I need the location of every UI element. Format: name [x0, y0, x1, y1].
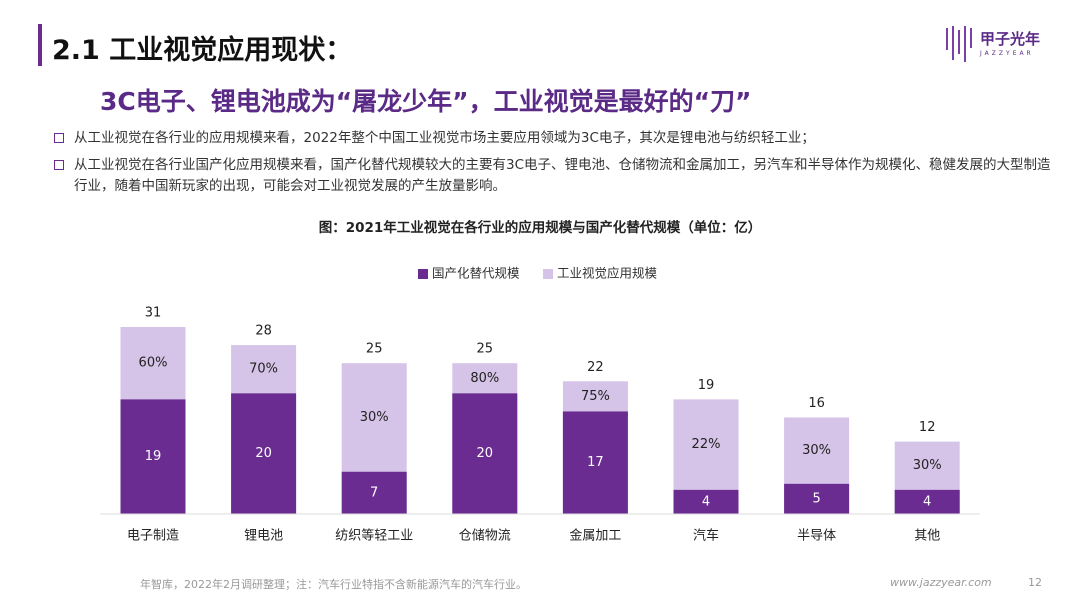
ratio-label: 22% — [692, 437, 721, 452]
domestic-label: 19 — [145, 449, 162, 464]
total-label: 22 — [587, 360, 604, 375]
bar-domestic — [452, 393, 518, 514]
bar-domestic — [120, 399, 186, 514]
total-label: 31 — [145, 306, 162, 321]
bar-domestic — [894, 489, 960, 514]
bar-domestic — [673, 489, 739, 514]
ratio-label: 80% — [470, 371, 499, 386]
logo-icon — [946, 26, 972, 62]
x-tick-label: 汽车 — [693, 528, 719, 544]
source-note: 年智库，2022年2月调研整理；注：汽车行业特指不含新能源汽车的汽车行业。 — [140, 578, 527, 591]
legend-swatch — [418, 269, 428, 279]
ratio-label: 30% — [913, 458, 942, 473]
total-label: 25 — [477, 342, 494, 357]
x-tick-label: 半导体 — [797, 529, 836, 544]
bar-domestic — [341, 471, 407, 514]
domestic-label: 7 — [370, 485, 378, 500]
x-tick-label: 其他 — [914, 529, 940, 544]
ratio-label: 60% — [139, 356, 168, 371]
x-tick-label: 纺织等轻工业 — [335, 528, 413, 544]
bullet: 从工业视觉在各行业的应用规模来看，2022年整个中国工业视觉市场主要应用领域为3… — [52, 128, 1052, 149]
bullet: 从工业视觉在各行业国产化应用规模来看，国产化替代规模较大的主要有3C电子、锂电池… — [52, 155, 1052, 197]
domestic-label: 17 — [587, 455, 604, 470]
domestic-label: 4 — [702, 494, 710, 509]
x-tick-label: 金属加工 — [569, 528, 621, 544]
title-bar — [38, 24, 42, 66]
slide-title: 2.1 工业视觉应用现状： — [52, 35, 353, 66]
page-number: 12 — [1028, 576, 1042, 589]
chart-title: 图：2021年工业视觉在各行业的应用规模与国产化替代规模（单位：亿） — [319, 219, 762, 236]
x-tick-label: 锂电池 — [244, 529, 283, 544]
legend-swatch — [543, 269, 553, 279]
ratio-label: 70% — [249, 362, 278, 377]
domestic-label: 4 — [923, 494, 931, 509]
chart: 图：2021年工业视觉在各行业的应用规模与国产化替代规模（单位：亿） 国产化替代… — [100, 219, 980, 544]
total-label: 28 — [255, 324, 272, 339]
url: www.jazzyear.com — [890, 576, 992, 589]
ratio-label: 75% — [581, 389, 610, 404]
domestic-label: 5 — [812, 491, 820, 506]
domestic-label: 20 — [477, 446, 494, 461]
legend-label: 工业视觉应用规模 — [557, 266, 658, 281]
total-label: 25 — [366, 342, 383, 357]
subtitle: 3C电子、锂电池成为“屠龙少年”，工业视觉是最好的“刀” — [100, 87, 752, 116]
legend-label: 国产化替代规模 — [432, 266, 520, 281]
bar-domestic — [784, 483, 850, 514]
total-label: 19 — [698, 378, 715, 393]
ratio-label: 30% — [802, 443, 831, 458]
bar-domestic — [562, 411, 628, 514]
bar-domestic — [231, 393, 297, 514]
ratio-label: 30% — [360, 410, 389, 425]
total-label: 16 — [808, 396, 825, 411]
logo-text: 甲子光年 — [980, 30, 1041, 48]
total-label: 12 — [919, 420, 936, 435]
domestic-label: 20 — [255, 446, 272, 461]
logo-sub: JAZZYEAR — [980, 50, 1034, 57]
x-tick-label: 仓储物流 — [459, 529, 511, 544]
x-tick-label: 电子制造 — [127, 529, 179, 544]
